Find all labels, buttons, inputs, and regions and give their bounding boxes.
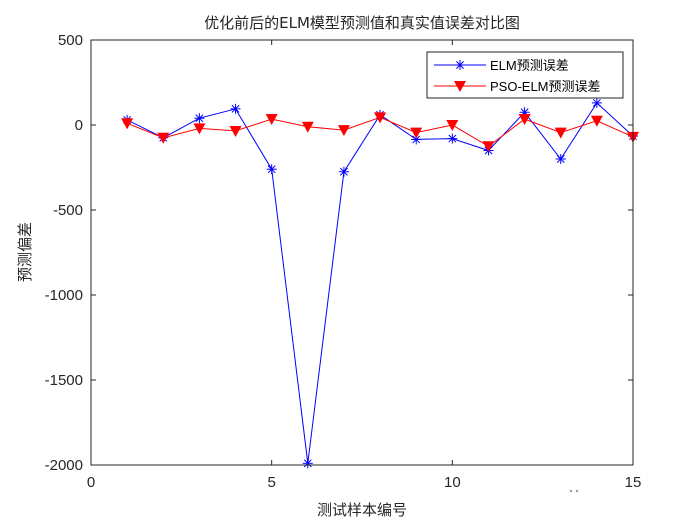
y-axis-label: 预测偏差	[16, 222, 34, 282]
series-1-point	[194, 113, 205, 124]
legend-label-elm: ELM预测误差	[490, 58, 569, 73]
legend: ELM预测误差 PSO-ELM预测误差	[426, 51, 624, 99]
x-tick-label: 5	[267, 474, 275, 491]
y-tick-label: -2000	[45, 457, 83, 474]
legend-marker-elm	[455, 60, 465, 70]
plot-background	[91, 40, 633, 465]
series-2-point	[410, 127, 423, 139]
x-tick-label: 10	[444, 474, 461, 491]
series-2-point	[301, 121, 314, 133]
watermark: 天天Matlab @稀土掘金技术社区	[565, 484, 691, 522]
series-2-point	[229, 125, 242, 137]
series-2-point	[121, 118, 134, 130]
wechat-icon	[565, 485, 588, 503]
series-1-point	[302, 458, 313, 469]
y-tick-label: -1500	[45, 372, 83, 389]
series-2-point	[193, 123, 206, 135]
axes-layer: 0 5 10 15 500 0 -500 -1000 -1500 -2000	[45, 32, 642, 491]
series-1-point	[338, 166, 349, 177]
series-2-point	[590, 115, 603, 127]
series-2-point	[482, 141, 495, 153]
y-tick-label: 0	[75, 117, 83, 134]
series-2-point	[337, 125, 350, 137]
plot-layer	[121, 97, 639, 469]
chart-title: 优化前后的ELM模型预测值和真实值误差对比图	[204, 14, 520, 32]
y-tick-label: -1000	[45, 287, 83, 304]
series-1-point	[230, 103, 241, 114]
y-tick-label: 500	[58, 32, 83, 49]
series-2-point	[157, 132, 170, 144]
y-tick-label: -500	[53, 202, 83, 219]
series-2-point	[265, 114, 278, 126]
watermark-line2: @稀土掘金技术社区	[574, 506, 691, 522]
series-2-point	[554, 127, 567, 139]
series-1-point	[266, 164, 277, 175]
series-1-point	[555, 154, 566, 164]
x-tick-label: 0	[87, 474, 95, 491]
watermark-line1: 天天Matlab	[590, 484, 671, 502]
series-1-point	[591, 97, 602, 108]
legend-label-pso: PSO-ELM预测误差	[490, 79, 601, 94]
x-tick-label: 15	[625, 474, 642, 491]
legend-marker-pso	[454, 81, 466, 92]
series-2-point	[374, 112, 387, 124]
series-2-point	[518, 114, 531, 126]
series-2-point	[446, 120, 459, 131]
plot-frame	[90, 39, 634, 466]
series-1-point	[411, 134, 422, 145]
x-axis-label: 测试样本编号	[317, 501, 407, 519]
series-1-point	[447, 133, 458, 144]
